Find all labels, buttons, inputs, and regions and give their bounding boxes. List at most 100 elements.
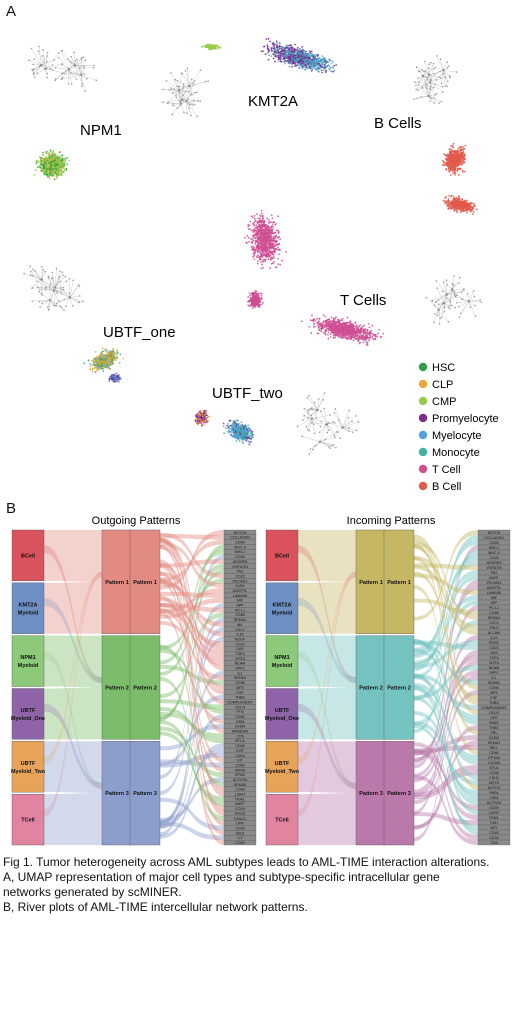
legend-swatch-hsc <box>418 362 428 372</box>
river-plots: BCell KMT2A Myeloid NPM1 Myeloid UBTF Myeloid_… <box>11 515 511 846</box>
outgoing-signal-label: LIGHT <box>235 793 246 797</box>
outgoing-signal-label: SPP1 <box>235 667 244 671</box>
incoming-signal-label: ADGRE5 <box>487 561 502 565</box>
incoming-signal-label: COMPLEMENT <box>481 706 507 710</box>
umap-panel: NPM1 KMT2A B Cells T Cells UBTF_one UBTF… <box>23 37 499 493</box>
incoming-signal-label: CXCL <box>489 621 499 625</box>
outgoing-signal-label: PROS <box>235 812 246 816</box>
incoming-signal-label: CD99 <box>489 541 498 545</box>
outgoing-signal-label: CD99 <box>235 541 244 545</box>
incoming-signal-label: NOTCH <box>488 786 501 790</box>
outgoing-signal-label: OSM <box>236 720 244 724</box>
incoming-signal-label: LAMININ <box>487 591 502 595</box>
legend-label-myelocyte: Myelocyte <box>432 430 482 442</box>
caption-line-2: A, UMAP representation of major cell typ… <box>3 870 440 884</box>
legend-swatch-clp <box>418 379 428 389</box>
legend-label-b-cell: B Cell <box>432 481 461 493</box>
outgoing-signal-label: PDGF <box>235 637 246 641</box>
incoming-cell-group-label: Myeloid <box>272 610 292 616</box>
outgoing-cell-group-label: NPM1 <box>20 655 35 661</box>
incoming-cell-group-label: Myeloid <box>272 663 292 669</box>
cluster-label-ubtf-two: UBTF_two <box>212 385 283 402</box>
outgoing-signal-label: ANNEXIN <box>232 730 248 734</box>
incoming-signal-label: CD6 <box>490 841 497 845</box>
incoming-cell-group-label: UBTF <box>275 761 290 767</box>
incoming-cell-group-label: Myeloid_Two <box>265 769 300 775</box>
cluster-label-b-cells: B Cells <box>374 115 422 132</box>
incoming-pattern-box <box>383 529 415 634</box>
incoming-signal-label: OSM <box>490 796 498 800</box>
outgoing-signal-label: LIFR <box>236 822 244 826</box>
legend-swatch-cmp <box>418 396 428 406</box>
caption-line-1: Fig 1. Tumor heterogeneity across AML su… <box>3 855 490 869</box>
incoming-signal-label: ANGPTL <box>487 586 501 590</box>
incoming-signal-label: ALCAM <box>488 631 500 635</box>
incoming-pattern-label: Pattern 3 <box>359 791 383 797</box>
outgoing-pattern-box <box>129 529 161 634</box>
incoming-pattern-box <box>383 741 415 846</box>
outgoing-signal-label: COLLAGEN <box>230 536 250 540</box>
incoming-pattern-box <box>355 741 387 846</box>
outgoing-signal-label: CD46 <box>235 744 244 748</box>
incoming-signal-label: IL16 <box>491 636 498 640</box>
outgoing-signal-label: MK <box>237 623 243 627</box>
outgoing-signal-label: CD6 <box>236 734 243 738</box>
outgoing-signal-label: TGFb <box>235 652 244 656</box>
outgoing-signal-label: KIT <box>237 759 243 763</box>
incoming-signal-label: OCLN <box>489 711 499 715</box>
outgoing-signal-label: CD39 <box>235 807 244 811</box>
outgoing-pattern-label: Pattern 3 <box>105 791 129 797</box>
incoming-signal-label: LIFR <box>490 716 498 720</box>
outgoing-signal-label: MPZ <box>236 686 244 690</box>
incoming-signal-label: MIF <box>491 596 498 600</box>
outgoing-signal-label: LAMININ <box>233 594 248 598</box>
incoming-signal-label: L1CAM <box>488 761 500 765</box>
incoming-signal-label: TRAIL <box>489 816 499 820</box>
outgoing-signal-label: CD96 <box>235 681 244 685</box>
outgoing-signal-label: CD48 <box>235 788 244 792</box>
incoming-signal-label: TGFb <box>489 656 498 660</box>
outgoing-signal-label: ACTIVIN <box>233 778 248 782</box>
incoming-signal-label: SPP1 <box>489 671 498 675</box>
outgoing-signal-label: CD80 <box>235 763 244 767</box>
legend-swatch-t-cell <box>418 464 428 474</box>
incoming-signal-label: GP1BA <box>488 756 501 760</box>
outgoing-pattern-box <box>101 529 133 634</box>
incoming-signal-label: SEMA4 <box>488 616 500 620</box>
incoming-signal-label: APP <box>490 601 498 605</box>
incoming-signal-label: BTLA <box>490 766 500 770</box>
legend-swatch-monocyte <box>418 447 428 457</box>
gene-network-layer <box>23 45 483 455</box>
incoming-cell-group-label: NPM1 <box>274 655 289 661</box>
cell-type-legend: HSC CLP CMP Promyelocyte Myelocyte Monocyte T … <box>418 362 499 493</box>
incoming-cell-group-label: UBTF <box>275 708 290 714</box>
incoming-signal-label: NCAM <box>489 666 500 670</box>
outgoing-pattern-box <box>101 635 133 740</box>
incoming-signal-label: CD34 <box>489 836 498 840</box>
incoming-signal-label: COLLAGEN <box>484 536 504 540</box>
incoming-signal-label: CD80 <box>489 751 498 755</box>
outgoing-signal-label: IL16 <box>237 633 244 637</box>
incoming-signal-label: CDH1 <box>489 776 499 780</box>
incoming-signal-label: SEMA3 <box>488 741 500 745</box>
outgoing-signal-label: FN1 <box>237 570 244 574</box>
outgoing-signal-label: OCLN <box>235 705 245 709</box>
incoming-signal-label: GAS <box>490 651 498 655</box>
incoming-pattern-label: Pattern 2 <box>387 686 411 692</box>
incoming-signal-label: CADM <box>489 736 500 740</box>
incoming-signal-label: PRL <box>491 731 498 735</box>
legend-swatch-b-cell <box>418 481 428 491</box>
outgoing-cell-group-box <box>11 529 45 582</box>
outgoing-cell-group-label: Myeloid_Two <box>11 769 46 775</box>
outgoing-cell-group-box <box>11 793 45 846</box>
outgoing-signal-label: CD86 <box>235 613 244 617</box>
incoming-signal-label: THBS <box>489 726 499 730</box>
incoming-signal-label: FN1 <box>491 571 498 575</box>
outgoing-signal-label: CD23 <box>235 642 244 646</box>
incoming-signal-label: IFN-II <box>490 626 499 630</box>
incoming-signal-label: SEMA4 <box>488 681 500 685</box>
legend-swatch-myelocyte <box>418 430 428 440</box>
outgoing-pattern-label: Pattern 3 <box>133 791 157 797</box>
legend-label-hsc: HSC <box>432 362 455 374</box>
incoming-signal-label: MSTN <box>489 781 500 785</box>
